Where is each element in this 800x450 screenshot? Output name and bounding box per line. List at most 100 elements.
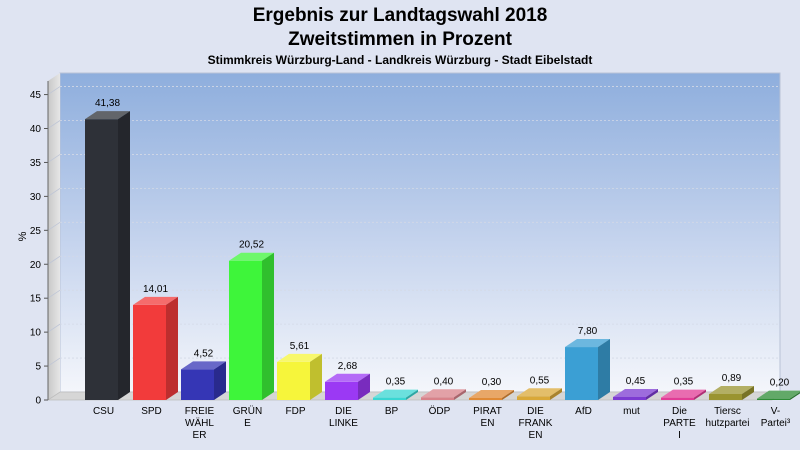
bar-top — [373, 389, 418, 398]
category-label: LINKE — [329, 418, 358, 429]
bar-top — [613, 388, 658, 397]
value-label: 20,52 — [239, 240, 264, 251]
bar — [85, 119, 118, 400]
y-tick-label: 30 — [30, 192, 42, 203]
category-label: hutzpartei — [706, 418, 750, 429]
value-label: 0,20 — [770, 378, 790, 389]
gridline-side — [47, 357, 61, 367]
y-tick-label: 10 — [30, 328, 42, 339]
bar-top — [229, 252, 274, 261]
category-label: PARTE — [663, 418, 696, 429]
bar — [181, 369, 214, 400]
bar-top — [709, 385, 754, 394]
value-label: 0,40 — [434, 376, 454, 387]
bar-top — [517, 388, 562, 397]
category-label: ER — [193, 430, 207, 441]
bar-side — [118, 111, 130, 400]
bar — [709, 393, 742, 400]
bar — [613, 396, 646, 400]
gridline-side — [47, 86, 61, 95]
bar-top — [85, 111, 130, 120]
bar-side — [502, 389, 514, 400]
bar-side — [214, 361, 226, 400]
bar-top — [325, 373, 370, 382]
category-label: DIE — [527, 406, 544, 417]
gridline-side — [47, 255, 61, 265]
category-label: mut — [623, 406, 640, 417]
bar-top — [565, 339, 610, 348]
bar — [565, 347, 598, 400]
category-label: PIRAT — [473, 406, 502, 417]
category-label: FRANK — [519, 418, 553, 429]
value-label: 0,30 — [482, 377, 502, 388]
category-label: V- — [771, 406, 780, 417]
bar-side — [742, 385, 754, 400]
category-label: EN — [529, 430, 543, 441]
bar-top — [469, 389, 514, 398]
y-tick-label: 5 — [35, 362, 41, 373]
y-axis-label: % — [17, 231, 29, 241]
y-tick-label: 25 — [30, 226, 42, 237]
value-label: 0,35 — [674, 377, 694, 388]
bar-side — [550, 388, 562, 400]
bar — [229, 260, 262, 400]
bar — [373, 397, 406, 400]
gridline-side — [47, 188, 61, 197]
category-label: EN — [481, 418, 495, 429]
bar — [325, 381, 358, 400]
value-label: 14,01 — [143, 284, 168, 295]
value-label: 0,35 — [386, 377, 406, 388]
value-label: 2,68 — [338, 361, 358, 372]
category-label: Die — [672, 406, 687, 417]
plot-side-wall — [48, 73, 60, 400]
gridline-side — [47, 289, 61, 299]
value-label: 0,55 — [530, 375, 550, 386]
bar-side — [598, 339, 610, 400]
plot-background — [59, 72, 781, 393]
value-label: 0,45 — [626, 376, 646, 387]
value-label: 0,89 — [722, 373, 742, 384]
gridline-side — [47, 154, 61, 163]
category-label: CSU — [93, 406, 114, 417]
bar-side — [262, 252, 274, 400]
bar-top — [133, 296, 178, 305]
value-label: 4,52 — [194, 348, 214, 359]
value-label: 5,61 — [290, 341, 310, 352]
category-label: FREIE — [185, 406, 215, 417]
bar-side — [166, 296, 178, 400]
y-tick-label: 15 — [30, 294, 42, 305]
y-tick-label: 40 — [30, 124, 42, 135]
bar-top — [277, 353, 322, 362]
bar-side — [310, 353, 322, 400]
bar-side — [790, 391, 800, 400]
value-label: 7,80 — [578, 326, 598, 337]
category-label: Tiersc — [714, 406, 741, 417]
bar — [277, 361, 310, 400]
gridline-side — [47, 120, 61, 129]
value-label: 41,38 — [95, 98, 120, 109]
bar-side — [406, 389, 418, 400]
bar-side — [694, 389, 706, 400]
bar-side — [358, 373, 370, 400]
category-label: AfD — [575, 406, 592, 417]
bar — [661, 397, 694, 400]
bar — [757, 398, 790, 400]
chart-title: Ergebnis zur Landtagswahl 2018 — [252, 5, 548, 26]
bar-top — [757, 390, 800, 399]
bar-top — [421, 389, 466, 398]
chart-title-line-2: Zweitstimmen in Prozent — [288, 29, 512, 50]
category-label: BP — [385, 406, 399, 417]
bar — [469, 397, 502, 400]
y-tick-label: 35 — [30, 158, 42, 169]
category-label: I — [678, 430, 681, 441]
category-label: WÄHL — [185, 417, 214, 429]
bar — [517, 396, 550, 400]
y-tick-label: 0 — [35, 396, 41, 407]
category-label: ÖDP — [429, 405, 451, 417]
category-label: GRÜN — [233, 405, 262, 417]
y-tick-label: 20 — [30, 260, 42, 271]
bar — [133, 304, 166, 400]
bar-top — [181, 361, 226, 370]
chart-subtitle: Stimmkreis Würzburg-Land - Landkreis Wür… — [207, 53, 593, 67]
